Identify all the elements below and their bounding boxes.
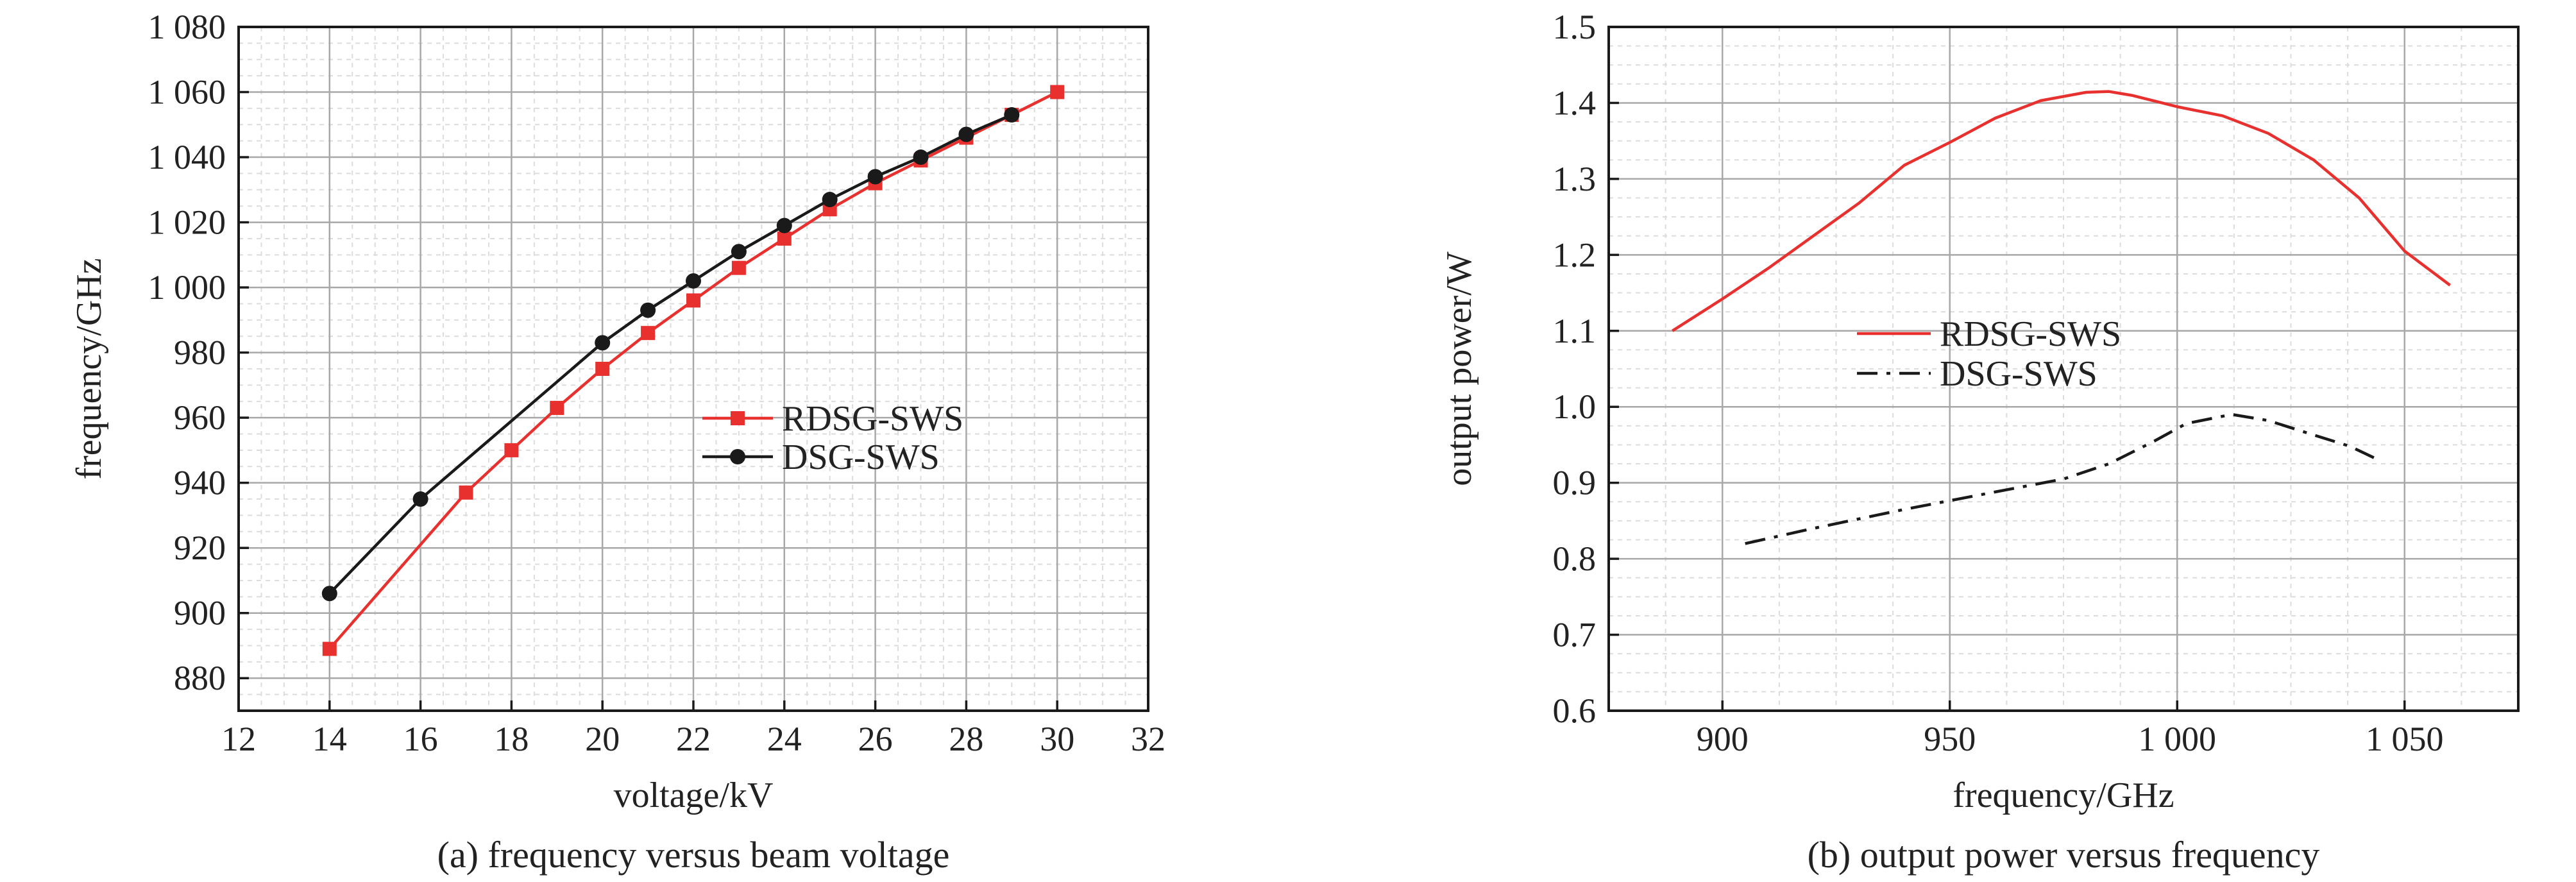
x-axis-title-b: frequency/GHz (1953, 776, 2174, 815)
chart-panel-a: 12 14 16 18 20 22 24 26 28 30 32 880 900 920 940 960 980… (69, 8, 1165, 876)
y-tick-label-b: 0.8 (1553, 539, 1597, 578)
data-point-rdsg-sws-a (322, 641, 337, 656)
x-tick-label-a: 14 (312, 720, 347, 758)
y-tick-label-a: 940 (174, 464, 226, 502)
x-tick-label-a: 18 (494, 720, 529, 758)
data-point-dsg-sws-a (640, 302, 656, 318)
y-tick-label-a: 1 020 (148, 203, 226, 242)
x-tick-label-b: 1 000 (2139, 720, 2217, 758)
data-point-dsg-sws-a (731, 244, 747, 260)
y-tick-label-a: 920 (174, 529, 226, 567)
y-tick-label-b: 1.3 (1553, 160, 1597, 198)
y-tick-label-a: 960 (174, 398, 226, 437)
x-tick-label-a: 20 (585, 720, 620, 758)
data-point-dsg-sws-a (867, 169, 883, 185)
x-tick-label-a: 16 (403, 720, 438, 758)
legend-label-rdsg-sws-a: RDSG-SWS (782, 399, 963, 439)
series-line-rdsg-sws-b (1672, 90, 2452, 332)
y-tick-label-b: 1.4 (1553, 83, 1597, 122)
data-point-dsg-sws-a (913, 149, 929, 165)
x-tick-label-a: 12 (221, 720, 256, 758)
chart-panel-b: 900 950 1 000 1 050 0.6 0.7 0.8 0.9 1.0 1.1 1.2 1.3… (1439, 8, 2520, 876)
y-tick-label-b: 0.6 (1553, 691, 1597, 730)
y-tick-label-a: 880 (174, 659, 226, 697)
data-point-rdsg-sws-a (459, 485, 473, 500)
y-tick-label-b: 1.2 (1553, 235, 1597, 274)
data-point-dsg-sws-a (595, 335, 611, 351)
x-tick-label-a: 32 (1131, 720, 1165, 758)
data-point-dsg-sws-a (686, 273, 701, 289)
legend-label-rdsg-sws-b: RDSG-SWS (1940, 314, 2121, 354)
x-tick-label-a: 28 (949, 720, 983, 758)
data-point-rdsg-sws-a (686, 293, 700, 308)
y-tick-label-b: 1.1 (1553, 312, 1597, 350)
data-point-rdsg-sws-a (731, 260, 746, 275)
x-tick-label-b: 950 (1924, 720, 1976, 758)
data-point-dsg-sws-a (822, 192, 838, 208)
y-tick-label-a: 1 080 (148, 8, 226, 46)
data-point-dsg-sws-a (958, 126, 974, 142)
data-point-rdsg-sws-a (1050, 85, 1065, 99)
legend-marker-rdsg-sws-a (731, 411, 745, 425)
series-line-dsg-sws-b (1745, 412, 2383, 545)
data-point-rdsg-sws-a (777, 231, 792, 246)
y-tick-label-b: 0.7 (1553, 616, 1597, 654)
y-tick-label-a: 980 (174, 334, 226, 372)
x-tick-label-a: 24 (767, 720, 802, 758)
y-tick-label-b: 0.9 (1553, 464, 1597, 502)
x-tick-label-b: 1 050 (2366, 720, 2444, 758)
y-tick-label-b: 1.0 (1553, 387, 1597, 426)
series-line-dsg-sws-a (328, 113, 1013, 595)
legend-label-dsg-sws-a: DSG-SWS (782, 437, 940, 477)
plot-frame-b (1607, 26, 2520, 712)
caption-b: (b) output power versus frequency (1808, 834, 2320, 876)
x-tick-label-b: 900 (1697, 720, 1749, 758)
y-tick-label-a: 1 000 (148, 268, 226, 307)
data-point-rdsg-sws-a (550, 400, 564, 415)
y-tick-label-a: 900 (174, 594, 226, 632)
data-point-rdsg-sws-a (595, 362, 610, 376)
x-tick-label-a: 26 (858, 720, 893, 758)
data-point-dsg-sws-a (1004, 107, 1020, 123)
caption-a: (a) frequency versus beam voltage (437, 834, 950, 876)
legend-label-dsg-sws-b: DSG-SWS (1940, 354, 2097, 394)
legend-marker-dsg-sws-a (730, 449, 745, 464)
data-point-rdsg-sws-a (504, 443, 519, 457)
y-tick-label-a: 1 060 (148, 73, 226, 112)
y-axis-title-b: output power/W (1439, 251, 1479, 486)
x-tick-label-a: 30 (1040, 720, 1074, 758)
y-tick-label-a: 1 040 (148, 138, 226, 176)
data-point-rdsg-sws-a (641, 326, 656, 341)
y-axis-title-a: frequency/GHz (69, 258, 109, 479)
data-point-dsg-sws-a (776, 217, 792, 233)
x-tick-label-a: 22 (676, 720, 711, 758)
data-point-dsg-sws-a (412, 491, 428, 507)
x-axis-title-a: voltage/kV (614, 776, 774, 815)
data-point-dsg-sws-a (321, 586, 337, 602)
y-tick-label-b: 1.5 (1553, 8, 1597, 46)
